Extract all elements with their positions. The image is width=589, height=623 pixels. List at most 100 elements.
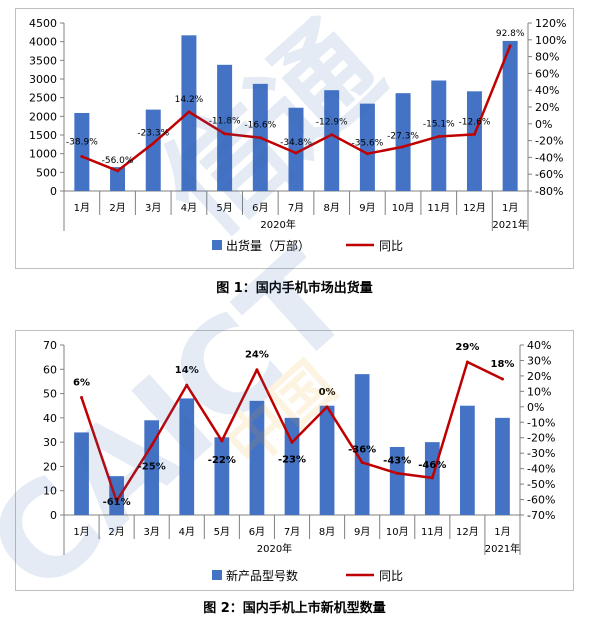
bar — [395, 93, 411, 191]
category-label: 11月 — [421, 526, 444, 538]
bar — [389, 447, 405, 515]
yoy-data-label: 29% — [455, 342, 479, 353]
bar — [217, 64, 233, 191]
year-label-2021: 2021年 — [485, 542, 520, 555]
yoy-point — [116, 169, 120, 173]
right-tick-label: -20% — [535, 135, 563, 148]
chart1-frame: 0 500 1000 1500 2000 2500 3000 3500 4000 4500 -80%… — [15, 8, 574, 269]
yoy-data-label: -23.3% — [137, 128, 169, 138]
yoy-data-label: -15.1% — [423, 119, 455, 129]
yoy-data-label: 14% — [175, 365, 199, 376]
yoy-point — [430, 476, 434, 480]
legend-bar-label: 出货量（万部） — [226, 238, 310, 253]
right-tick-label: 40% — [535, 84, 559, 97]
right-tick-label: -30% — [527, 447, 555, 460]
right-tick-label: 100% — [535, 34, 566, 47]
category-label: 7月 — [284, 526, 300, 538]
right-tick-label: -40% — [527, 463, 555, 476]
category-label: 8月 — [324, 202, 340, 214]
bar — [284, 417, 300, 515]
right-tick-label: 40% — [527, 339, 551, 352]
left-tick-label: 3000 — [29, 73, 57, 86]
category-label: 1月 — [502, 202, 518, 214]
category-label: 9月 — [354, 526, 370, 538]
bar — [324, 90, 340, 191]
yoy-data-label: 18% — [490, 359, 514, 370]
right-tick-label: -60% — [527, 494, 555, 507]
right-tick-label: -10% — [527, 416, 555, 429]
right-tick-label: -50% — [527, 478, 555, 491]
left-tick-label: 60 — [43, 363, 57, 376]
category-label: 1月 — [73, 526, 89, 538]
legend-bar-label: 新产品型号数 — [226, 568, 298, 583]
right-tick-label: 0% — [535, 118, 552, 131]
yoy-data-label: -35.6% — [351, 139, 383, 149]
category-label: 8月 — [319, 526, 335, 538]
left-tick-label: 20 — [43, 460, 57, 473]
bar — [74, 112, 90, 191]
right-tick-label: 20% — [527, 370, 551, 383]
yoy-point — [255, 368, 259, 372]
right-tick-label: 60% — [535, 67, 559, 80]
yoy-data-label: -43% — [383, 455, 411, 466]
bar — [145, 109, 161, 191]
bar — [502, 40, 518, 191]
right-tick-label: 30% — [527, 354, 551, 367]
yoy-data-label: 6% — [73, 378, 90, 389]
yoy-point — [360, 460, 364, 464]
left-tick-label: 70 — [43, 339, 57, 352]
yoy-point — [508, 44, 512, 48]
yoy-point — [330, 133, 334, 137]
yoy-point — [151, 141, 155, 145]
yoy-data-label: 14.2% — [175, 95, 204, 105]
right-tick-label: -60% — [535, 168, 563, 181]
category-label: 6月 — [249, 526, 265, 538]
category-label: 3月 — [145, 202, 161, 214]
category-label: 10月 — [386, 526, 409, 538]
bar — [359, 103, 375, 191]
category-label: 5月 — [216, 202, 232, 214]
yoy-data-label: -12.6% — [459, 117, 491, 127]
chart2-caption: 图 2：国内手机上市新机型数量 — [203, 601, 386, 616]
legend-line-label: 同比 — [379, 239, 403, 253]
legend-line-label: 同比 — [379, 569, 403, 583]
yoy-data-label: -11.8% — [209, 117, 241, 127]
category-label: 5月 — [214, 526, 230, 538]
left-tick-label: 0 — [50, 185, 57, 198]
bar — [466, 91, 482, 191]
left-tick-label: 1500 — [29, 129, 57, 142]
category-label: 1月 — [74, 202, 90, 214]
left-tick-label: 10 — [43, 485, 57, 498]
legend-bar-swatch — [212, 240, 222, 250]
category-label: 12月 — [463, 202, 486, 214]
yoy-point — [365, 152, 369, 156]
yoy-data-label: -23% — [278, 454, 306, 465]
yoy-data-label: -12.9% — [316, 118, 348, 128]
bar — [214, 437, 230, 515]
yoy-point — [500, 377, 504, 381]
category-label: 2月 — [108, 526, 124, 538]
category-label: 9月 — [359, 202, 375, 214]
left-tick-label: 500 — [36, 166, 57, 179]
yoy-point — [401, 145, 405, 149]
chart2-svg: 0 10 20 30 40 50 60 70 -70% -60% -50% -40% -30% -20% -… — [43, 339, 555, 583]
left-tick-label: 3500 — [29, 54, 57, 67]
yoy-point — [290, 440, 294, 444]
yoy-data-label: -25% — [138, 461, 166, 472]
yoy-data-label: -34.8% — [280, 138, 312, 148]
right-tick-label: 0% — [527, 401, 544, 414]
category-label: 4月 — [179, 526, 195, 538]
yoy-point — [150, 443, 154, 447]
bar — [249, 400, 265, 515]
yoy-point — [223, 132, 227, 136]
year-label-2020: 2020年 — [257, 542, 292, 555]
right-tick-label: -20% — [527, 432, 555, 445]
left-tick-label: 40 — [43, 412, 57, 425]
right-tick-label: 20% — [535, 101, 559, 114]
category-label: 10月 — [392, 202, 415, 214]
yoy-point — [325, 405, 329, 409]
left-tick-label: 2500 — [29, 92, 57, 105]
yoy-data-label: -56.0% — [102, 156, 134, 166]
right-tick-label: 120% — [535, 17, 566, 30]
left-tick-label: 50 — [43, 388, 57, 401]
